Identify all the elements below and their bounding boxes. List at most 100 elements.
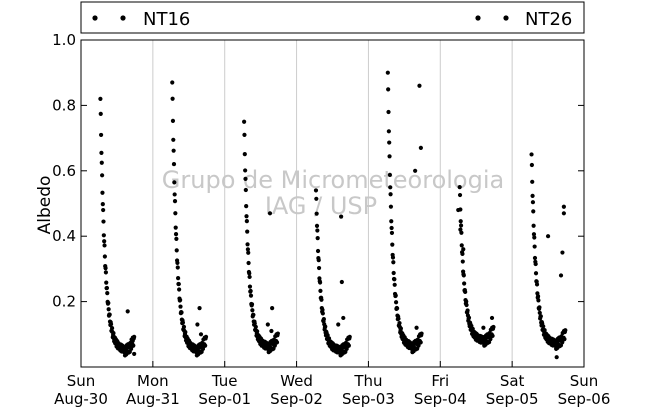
x-tick-date-2: Sep-01: [198, 390, 251, 408]
data-point-293: [314, 196, 319, 201]
data-point-287: [275, 331, 280, 336]
data-point-501: [461, 273, 466, 278]
data-point-600: [533, 261, 538, 267]
data-point-492: [458, 219, 463, 224]
data-point-295: [314, 223, 320, 228]
plot-frame: [80, 39, 585, 368]
data-point-124: [179, 310, 184, 315]
legend-label-nt26: NT26: [525, 9, 572, 30]
data-point-91: [131, 343, 136, 348]
data-point-34: [109, 326, 115, 331]
data-point-587: [481, 325, 486, 330]
legend-marker-nt16-b: [120, 15, 126, 21]
data-point-109: [174, 236, 179, 241]
data-point-508: [464, 299, 469, 304]
data-point-196: [242, 152, 247, 157]
data-point-296: [315, 228, 320, 233]
y-tick-label-4: 1.0: [52, 31, 76, 49]
data-point-211: [247, 284, 253, 289]
data-point-390: [385, 70, 390, 75]
data-point-421: [396, 316, 401, 321]
legend-marker-nt26-b: [503, 15, 509, 21]
data-point-488: [418, 332, 423, 337]
data-point-11: [102, 239, 107, 244]
data-point-214: [248, 293, 254, 298]
x-tick-day-4: Thu: [353, 372, 382, 390]
data-point-586: [489, 315, 495, 321]
data-point-294: [314, 211, 319, 216]
watermark-line-1: Grupo de Micrometeorologia: [162, 166, 504, 194]
data-point-113: [175, 265, 180, 270]
data-point-685: [560, 250, 565, 255]
data-point-116: [176, 281, 181, 287]
data-point-8: [101, 207, 106, 213]
data-point-410: [392, 282, 397, 287]
data-point-27: [107, 312, 112, 317]
data-point-98: [170, 96, 175, 101]
data-point-204: [245, 242, 250, 247]
data-point-206: [246, 250, 251, 255]
data-point-402: [389, 230, 395, 236]
x-tick-date-6: Sep-05: [486, 390, 539, 408]
data-point-200: [244, 204, 249, 209]
data-point-17: [104, 280, 109, 285]
data-point-300: [316, 258, 321, 263]
x-tick-day-6: Sat: [500, 372, 525, 390]
data-point-505: [463, 289, 468, 295]
data-point-589: [529, 162, 534, 168]
data-point-598: [532, 255, 538, 261]
data-point-97: [170, 80, 175, 85]
data-point-207: [246, 260, 251, 266]
data-point-486: [418, 145, 423, 151]
data-point-221: [251, 312, 256, 317]
data-point-686: [558, 273, 564, 278]
x-tick-date-3: Sep-02: [270, 390, 323, 408]
data-point-205: [245, 247, 250, 252]
data-point-516: [466, 315, 472, 320]
y-axis: 0.2 0.4 0.6 0.8 1.0: [52, 31, 584, 311]
data-point-394: [387, 140, 392, 145]
data-point-12: [102, 243, 107, 248]
data-point-217: [249, 302, 255, 307]
data-point-594: [531, 223, 536, 228]
data-point-210: [247, 274, 252, 280]
data-point-101: [171, 148, 176, 153]
data-point-385: [347, 334, 352, 339]
data-point-484: [413, 168, 418, 173]
x-tick-day-5: Fri: [431, 372, 449, 390]
x-tick-date-0: Aug-30: [54, 390, 108, 408]
data-point-584: [458, 227, 463, 232]
data-point-596: [532, 235, 537, 240]
data-point-102: [171, 161, 177, 167]
data-point-100: [171, 137, 176, 142]
data-point-106: [173, 211, 178, 216]
data-point-502: [462, 281, 467, 286]
data-point-392: [386, 109, 391, 115]
legend: NT16 NT26: [80, 1, 585, 34]
data-point-413: [393, 293, 398, 298]
data-point-16: [103, 270, 108, 275]
data-point-406: [391, 260, 396, 265]
x-tick-date-5: Sep-04: [414, 390, 467, 408]
data-point-388: [341, 315, 346, 321]
data-point-24: [106, 307, 111, 312]
data-point-38: [111, 330, 116, 336]
data-point-580: [490, 333, 495, 338]
data-point-201: [244, 214, 249, 219]
data-point-19: [104, 285, 110, 291]
data-point-585: [461, 247, 466, 252]
data-point-583: [456, 207, 461, 213]
data-point-428: [398, 326, 403, 331]
data-point-615: [538, 314, 543, 319]
data-point-601: [533, 271, 539, 276]
data-point-15: [103, 266, 108, 271]
data-point-285: [274, 340, 280, 345]
x-tick-day-7: Sun: [570, 372, 599, 390]
data-point-409: [392, 277, 397, 282]
data-point-95: [130, 338, 135, 343]
data-point-94: [125, 309, 130, 314]
data-point-291: [269, 328, 274, 334]
data-point-512: [465, 308, 470, 313]
data-point-1: [98, 111, 103, 116]
